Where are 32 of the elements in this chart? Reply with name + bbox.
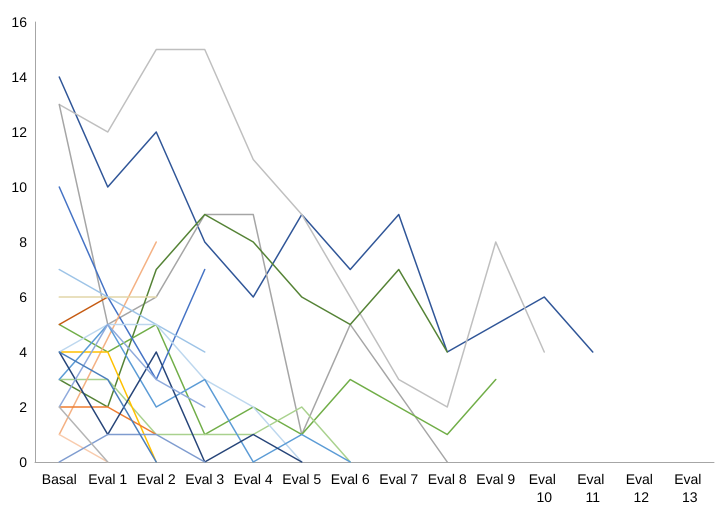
x-tick-label: Eval 8 [428,471,467,487]
line-series [58,76,594,353]
y-tick-label: 4 [19,344,28,360]
y-tick-label: 6 [19,289,28,305]
x-tick-label: Eval 11 [577,471,608,505]
x-tick-label: Eval 3 [185,471,224,487]
x-tick-label: Eval 10 [528,471,560,505]
line-series [58,324,496,436]
x-tick-label: Eval 7 [379,471,418,487]
line-series [58,214,448,408]
y-tick-label: 0 [19,454,28,470]
y-tick-label: 10 [11,179,28,195]
y-tick-label: 8 [19,234,28,250]
x-tick-label: Eval 12 [626,471,657,505]
y-tick-label: 2 [19,399,28,415]
y-tick-label: 14 [11,69,28,85]
line-series [58,48,545,408]
line-series [58,378,351,463]
x-tick-label: Eval 1 [88,471,128,487]
line-series [58,324,302,463]
line-series [58,186,206,380]
y-tick-label: 12 [11,124,28,140]
x-tick-label: Eval 6 [330,471,370,487]
x-tick-label: Eval 4 [234,471,273,487]
y-tick-label: 16 [11,14,28,30]
x-tick-label: Eval 2 [136,471,176,487]
line-series [58,268,206,353]
x-tick-label: Eval 13 [674,471,706,505]
line-series [58,324,351,463]
x-tick-label: Basal [42,471,77,487]
x-tick-label: Eval 5 [282,471,322,487]
x-tick-label: Eval 9 [476,471,516,487]
